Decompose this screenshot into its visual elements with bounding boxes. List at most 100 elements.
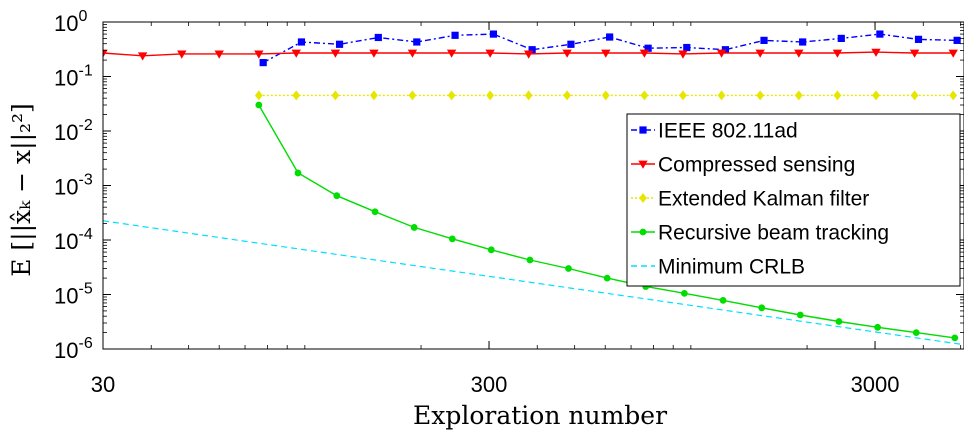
- point-extended-kalman-filter: [254, 90, 263, 101]
- point-recursive-beam-tracking: [719, 296, 727, 304]
- series-minimum-crlb: [103, 220, 964, 346]
- point-compressed-sensing: [562, 49, 572, 58]
- point-ieee-802-11ad: [451, 31, 459, 39]
- point-ieee-802-11ad: [374, 33, 382, 42]
- point-compressed-sensing: [523, 50, 534, 59]
- legend-marker-recursive-beam-tracking: [639, 228, 647, 236]
- point-ieee-802-11ad: [953, 36, 961, 44]
- legend-item-compressed-sensing: Compressed sensing: [631, 154, 855, 177]
- y-tick-label: 10-1: [54, 63, 93, 91]
- legend-label-minimum-crlb: Minimum CRLB: [658, 256, 805, 279]
- point-extended-kalman-filter: [717, 90, 726, 101]
- point-compressed-sensing: [330, 49, 341, 58]
- point-extended-kalman-filter: [408, 90, 417, 101]
- point-compressed-sensing: [485, 49, 495, 58]
- point-ieee-802-11ad: [335, 40, 344, 48]
- legend-label-ieee-802-11ad: IEEE 802.11ad: [658, 120, 798, 143]
- point-recursive-beam-tracking: [565, 265, 572, 272]
- point-extended-kalman-filter: [949, 90, 958, 101]
- legend-marker-ieee-802-11ad: [639, 126, 647, 134]
- series-line-minimum-crlb: [103, 220, 964, 346]
- point-ieee-802-11ad: [567, 40, 575, 48]
- point-extended-kalman-filter: [833, 90, 842, 101]
- point-compressed-sensing: [291, 49, 301, 58]
- legend-box: [626, 113, 961, 287]
- point-extended-kalman-filter: [331, 90, 340, 101]
- point-recursive-beam-tracking: [333, 192, 341, 200]
- point-compressed-sensing: [755, 49, 765, 58]
- point-compressed-sensing: [254, 50, 264, 59]
- point-recursive-beam-tracking: [410, 224, 418, 231]
- legend-label-compressed-sensing: Compressed sensing: [658, 154, 855, 177]
- y-tick-label: 10-5: [54, 281, 93, 309]
- point-compressed-sensing: [407, 49, 418, 58]
- point-recursive-beam-tracking: [603, 274, 611, 282]
- y-tick-label: 10-6: [54, 335, 93, 363]
- point-ieee-802-11ad: [914, 35, 923, 43]
- point-extended-kalman-filter: [679, 90, 687, 101]
- point-recursive-beam-tracking: [796, 311, 804, 319]
- point-compressed-sensing: [794, 49, 804, 58]
- x-tick-label: 3000: [851, 372, 900, 397]
- tick-labels: 30 300 3000 100 10-1 10-2 10-3 10-4 10-5 10-6: [54, 8, 900, 397]
- point-extended-kalman-filter: [563, 90, 571, 101]
- legend-item-recursive-beam-tracking: Recursive beam tracking: [631, 222, 889, 245]
- point-extended-kalman-filter: [486, 90, 495, 101]
- series-compressed-sensing: [103, 48, 958, 61]
- legend-item-extended-kalman-filter: Extended Kalman filter: [631, 188, 869, 211]
- point-compressed-sensing: [678, 50, 688, 59]
- point-extended-kalman-filter: [370, 90, 378, 101]
- point-compressed-sensing: [177, 50, 187, 59]
- x-axis-title: Exploration number: [413, 401, 667, 430]
- x-tick-label: 300: [471, 372, 508, 397]
- point-ieee-802-11ad: [528, 46, 536, 54]
- point-recursive-beam-tracking: [680, 289, 688, 297]
- point-recursive-beam-tracking: [874, 323, 881, 331]
- legend-item-minimum-crlb: Minimum CRLB: [631, 256, 805, 279]
- point-compressed-sensing: [214, 50, 224, 59]
- y-tick-label: 100: [54, 8, 87, 36]
- legend-item-ieee-802-11ad: IEEE 802.11ad: [631, 120, 798, 143]
- point-recursive-beam-tracking: [526, 256, 534, 264]
- point-recursive-beam-tracking: [255, 101, 263, 109]
- point-recursive-beam-tracking: [835, 318, 843, 325]
- point-compressed-sensing: [639, 49, 650, 58]
- point-extended-kalman-filter: [756, 90, 765, 101]
- point-compressed-sensing: [369, 49, 379, 58]
- legend-label-extended-kalman-filter: Extended Kalman filter: [658, 188, 869, 211]
- point-ieee-802-11ad: [297, 38, 306, 46]
- legend-marker-extended-kalman-filter: [639, 193, 647, 203]
- point-extended-kalman-filter: [910, 90, 919, 101]
- point-recursive-beam-tracking: [371, 208, 379, 216]
- point-compressed-sensing: [716, 49, 727, 58]
- point-ieee-802-11ad: [259, 58, 267, 67]
- axes-layer: [102, 21, 964, 350]
- series-recursive-beam-tracking: [255, 101, 959, 342]
- y-tick-label: 10-3: [54, 172, 93, 200]
- y-axis-title: E [||x̂ₖ − x||₂²]: [7, 103, 37, 277]
- point-compressed-sensing: [909, 49, 920, 58]
- point-ieee-802-11ad: [876, 30, 884, 38]
- point-compressed-sensing: [446, 49, 457, 58]
- legend: IEEE 802.11ad Compressed sensing Extended …: [626, 113, 961, 287]
- point-recursive-beam-tracking: [912, 329, 920, 336]
- y-tick-label: 10-2: [54, 117, 93, 145]
- point-ieee-802-11ad: [799, 38, 807, 46]
- y-tick-label: 10-4: [54, 226, 93, 254]
- legend-label-recursive-beam-tracking: Recursive beam tracking: [658, 222, 889, 245]
- point-compressed-sensing: [832, 49, 843, 58]
- series-extended-kalman-filter: [254, 90, 958, 101]
- point-extended-kalman-filter: [872, 90, 880, 101]
- point-ieee-802-11ad: [837, 34, 845, 43]
- point-extended-kalman-filter: [794, 90, 803, 101]
- point-extended-kalman-filter: [524, 90, 533, 101]
- x-tick-label: 30: [91, 372, 115, 397]
- point-recursive-beam-tracking: [448, 235, 456, 243]
- point-ieee-802-11ad: [489, 30, 498, 38]
- point-compressed-sensing: [137, 52, 148, 61]
- point-compressed-sensing: [871, 48, 881, 57]
- point-compressed-sensing: [103, 49, 108, 58]
- series-layer: [103, 30, 964, 346]
- point-recursive-beam-tracking: [951, 334, 959, 342]
